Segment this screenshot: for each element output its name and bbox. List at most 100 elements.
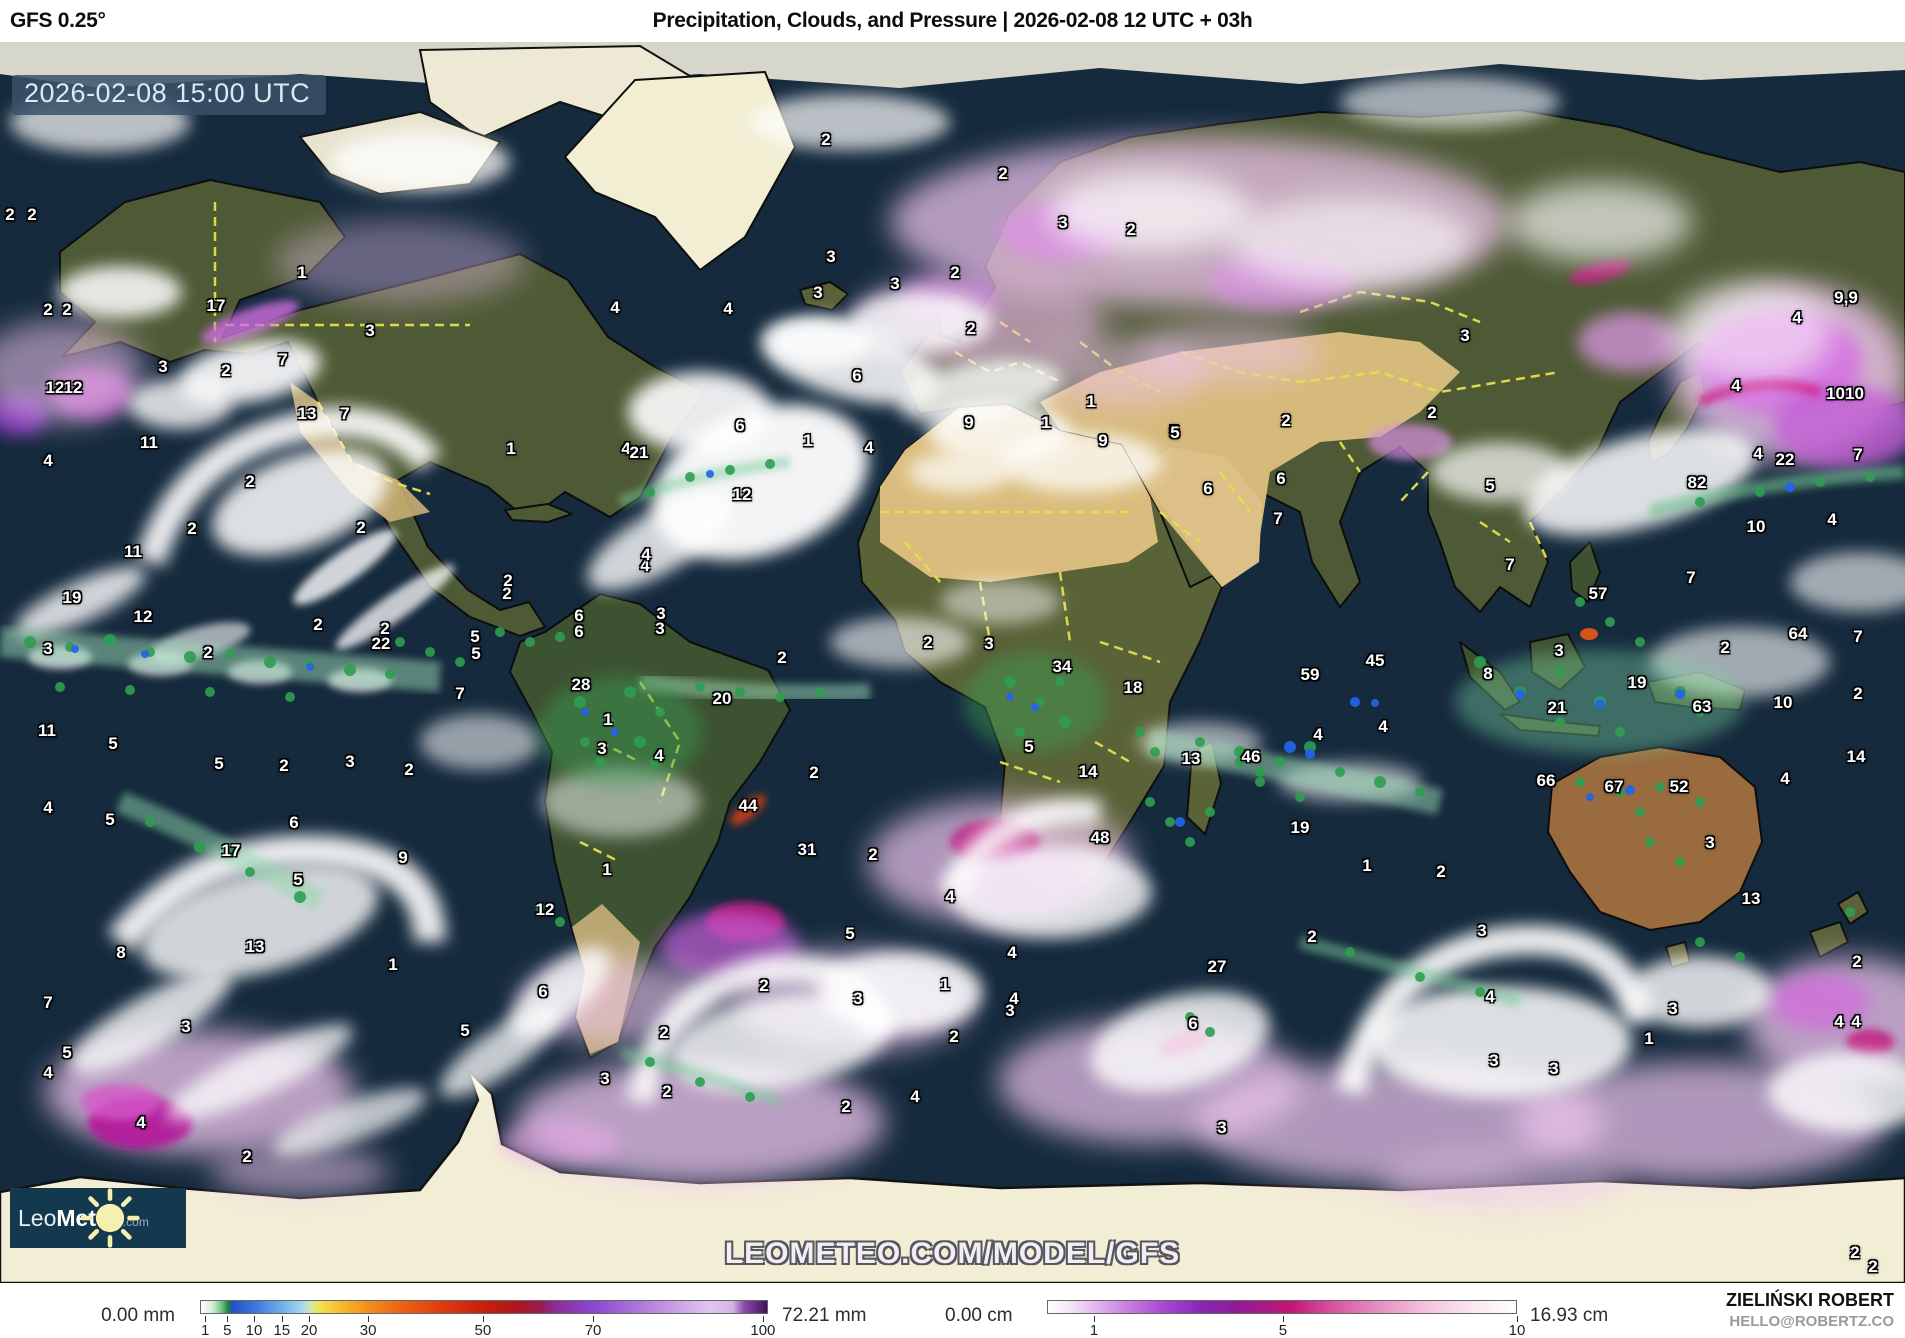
map-value-label: 2 — [203, 643, 213, 662]
tick-label: 70 — [584, 1322, 602, 1338]
watermark: LEOMETEO.COM/MODEL/GFS — [724, 1237, 1181, 1270]
map-value-label: 2 — [966, 319, 976, 338]
map-value-label: 7 — [340, 404, 350, 423]
map-value-label: 5 — [105, 810, 115, 829]
map-value-label: 4 — [1792, 308, 1802, 327]
map-value-label: 2 — [809, 763, 819, 782]
map-value-label: 3 — [1668, 998, 1678, 1018]
map-value-label: 5 — [470, 627, 480, 646]
map-value-label: 3 — [853, 989, 863, 1008]
leometeo-logo: LeoMeteo.com — [10, 1188, 186, 1248]
map-value-label: 12 — [133, 607, 153, 626]
map-value-label: 46 — [1241, 747, 1261, 766]
map-value-label: 4 — [1851, 1012, 1861, 1031]
map-value-label: 4 — [136, 1113, 146, 1132]
snow-min-label: 0.00 cm — [945, 1305, 1013, 1326]
map-value-label: 2 — [950, 263, 960, 282]
map-value-label: 4 — [945, 887, 955, 906]
map-value-label: 4 — [1753, 444, 1763, 463]
map-value-label: 12 — [45, 378, 65, 397]
map-value-label: 1 — [803, 431, 813, 450]
map-value-label: 9 — [398, 848, 408, 867]
map-value-label: 2 — [1281, 411, 1291, 430]
map-value-label: 2 — [1868, 1257, 1878, 1276]
map-value-label: 4 — [723, 299, 733, 318]
map-value-label: 3 — [1705, 833, 1715, 852]
map-value-label: 3 — [1489, 1051, 1499, 1070]
map-value-label: 5 — [1485, 476, 1495, 495]
tick-label: 5 — [223, 1322, 232, 1338]
value-labels-layer: 2 2 2 2 12 12 1 17 3 3 2 7 13 7 11 4 2 2 2 1 4 21 6 12 4 2 2 22 5 6 3 2… — [0, 42, 1905, 1283]
map-value-label: 7 — [455, 684, 465, 703]
map-value-label: 6 — [1276, 469, 1286, 488]
tick-mark — [309, 1316, 311, 1322]
precip-max-label: 72.21 mm — [782, 1305, 867, 1326]
map-value-label: 6 — [538, 982, 548, 1001]
map-value-label: 2 — [313, 615, 323, 634]
map-value-label: 5 — [845, 924, 855, 943]
map-value-label: 19 — [1627, 673, 1647, 692]
iceland — [799, 281, 849, 311]
tick-mark — [1094, 1316, 1095, 1322]
map-value-label: 7 — [1853, 627, 1863, 646]
map-value-label: 1 — [1644, 1029, 1654, 1048]
map-value-label: 4 — [910, 1087, 920, 1106]
tick-label: 15 — [273, 1322, 291, 1338]
arabia-tan — [1138, 447, 1262, 587]
map-value-label: 1 — [603, 710, 613, 729]
map-value-label: 5 — [214, 754, 224, 773]
map-value-label: 2 — [868, 844, 878, 864]
map-value-label: 10 — [1746, 517, 1766, 536]
map-value-label: 4 — [1780, 769, 1790, 788]
map-value-label: 2 — [27, 205, 37, 224]
map-value-label: 4 — [864, 438, 874, 457]
world-weather-map: 2026-02-08 15:00 UTC 2 2 2 2 12 12 1 17 3 3 2 7 13 7 1… — [0, 42, 1905, 1283]
map-value-label: 1 — [940, 975, 950, 994]
map-value-label: 3 — [656, 604, 666, 623]
map-value-label: 2 — [187, 519, 197, 538]
map-value-label: 2 — [1852, 952, 1862, 971]
greenland — [564, 71, 796, 271]
map-value-label: 66 — [1536, 771, 1556, 790]
map-value-label: 3 — [43, 639, 53, 658]
map-value-label: 2 — [1427, 403, 1437, 422]
map-value-label: 1 — [506, 439, 516, 458]
map-value-label: 19 — [1290, 818, 1310, 837]
map-value-label: 2 — [1850, 1243, 1860, 1262]
map-value-label: 22 — [371, 634, 391, 653]
map-value-label: 28 — [571, 675, 591, 694]
map-value-label: 2 — [242, 1147, 252, 1166]
sun-icon — [80, 1188, 140, 1248]
map-value-label: 11 — [38, 721, 56, 740]
map-value-label: 12 — [535, 900, 555, 919]
map-value-label: 2 — [62, 300, 72, 319]
map-value-label: 1010 — [1826, 384, 1864, 403]
attribution: ZIELIŃSKI ROBERT HELLO@ROBERTZ.CO — [1726, 1288, 1894, 1333]
map-value-label: 5 — [62, 1043, 72, 1062]
precip-layer — [0, 456, 1905, 1108]
map-value-label: 3 — [181, 1017, 191, 1036]
map-value-label: 2 — [998, 164, 1008, 183]
map-value-label: 10 — [1773, 693, 1793, 712]
map-value-label: 2 — [404, 760, 414, 779]
map-value-label: 12 — [732, 485, 752, 504]
map-value-label: 4 — [654, 746, 664, 765]
precip-min-label: 0.00 mm — [101, 1305, 175, 1326]
map-value-label: 4 — [1731, 376, 1741, 395]
map-value-label: 2 — [923, 633, 933, 652]
map-value-label: 1 — [1086, 392, 1096, 411]
map-value-label: 4 — [621, 439, 631, 458]
map-value-label: 5 — [1170, 423, 1180, 442]
tick-label: 5 — [1278, 1322, 1288, 1338]
map-value-label: 1 — [1041, 413, 1051, 432]
tick-mark — [482, 1316, 484, 1322]
map-value-label: 1 — [602, 860, 612, 879]
map-value-label: 67 — [1604, 777, 1624, 796]
tick-mark — [368, 1316, 370, 1322]
map-value-label: 6 — [574, 606, 584, 625]
map-value-label: 2 — [502, 584, 512, 603]
map-value-label: 4 — [1834, 1012, 1844, 1031]
map-value-label: 2 — [1307, 926, 1317, 946]
tick-mark — [1282, 1316, 1284, 1322]
